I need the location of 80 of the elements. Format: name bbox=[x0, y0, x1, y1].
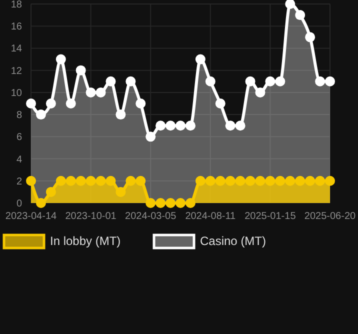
point bbox=[245, 176, 256, 186]
x-tick-label: 2024-03-05 bbox=[125, 211, 177, 222]
x-tick-label: 2023-10-01 bbox=[65, 211, 117, 222]
legend-label: In lobby (MT) bbox=[50, 234, 121, 248]
point bbox=[46, 98, 56, 108]
point bbox=[315, 76, 326, 86]
point bbox=[265, 176, 276, 186]
point bbox=[195, 54, 206, 64]
x-tick-label: 2024-08-11 bbox=[185, 211, 236, 222]
point bbox=[166, 198, 176, 208]
point bbox=[76, 65, 86, 76]
point bbox=[156, 120, 166, 131]
point bbox=[116, 110, 126, 120]
point bbox=[235, 176, 246, 186]
point bbox=[26, 176, 36, 186]
point bbox=[36, 198, 46, 208]
point bbox=[136, 176, 146, 186]
point bbox=[225, 120, 236, 131]
point bbox=[235, 120, 246, 131]
point bbox=[56, 176, 66, 186]
point bbox=[305, 176, 316, 186]
point bbox=[96, 87, 106, 98]
point bbox=[215, 176, 226, 186]
y-tick-label: 6 bbox=[16, 132, 22, 144]
y-tick-label: 10 bbox=[10, 88, 22, 99]
point bbox=[285, 0, 296, 9]
point bbox=[305, 32, 316, 42]
point bbox=[295, 10, 306, 20]
y-tick-label: 14 bbox=[10, 44, 22, 55]
point bbox=[116, 186, 126, 197]
point bbox=[325, 176, 335, 186]
point bbox=[156, 198, 166, 208]
point bbox=[325, 76, 335, 86]
point bbox=[225, 176, 236, 186]
point bbox=[56, 54, 66, 64]
point bbox=[146, 198, 156, 208]
point bbox=[106, 76, 116, 86]
point bbox=[185, 198, 196, 208]
point bbox=[265, 76, 276, 86]
x-tick-label: 2025-06-20 bbox=[304, 211, 356, 222]
point bbox=[86, 176, 96, 186]
point bbox=[315, 176, 326, 186]
legend-label: Casino (MT) bbox=[200, 234, 266, 248]
point bbox=[36, 110, 46, 120]
point bbox=[205, 76, 216, 86]
y-tick-label: 18 bbox=[10, 0, 22, 10]
point bbox=[215, 98, 226, 108]
point bbox=[46, 186, 56, 197]
point bbox=[255, 176, 266, 186]
y-tick-label: 12 bbox=[10, 66, 22, 77]
point bbox=[146, 132, 156, 142]
point bbox=[275, 76, 286, 86]
point bbox=[255, 87, 266, 98]
point bbox=[106, 176, 116, 186]
point bbox=[295, 176, 306, 186]
point bbox=[176, 120, 186, 131]
point bbox=[245, 76, 256, 86]
point bbox=[185, 120, 196, 131]
x-tick-label: 2025-01-15 bbox=[244, 211, 296, 222]
point bbox=[66, 98, 76, 108]
point bbox=[86, 87, 96, 98]
y-tick-label: 8 bbox=[16, 110, 22, 122]
point bbox=[126, 176, 136, 186]
point bbox=[275, 176, 286, 186]
point bbox=[96, 176, 106, 186]
point bbox=[285, 176, 296, 186]
point bbox=[126, 76, 136, 86]
y-tick-label: 0 bbox=[16, 198, 22, 210]
y-tick-label: 4 bbox=[16, 154, 22, 166]
x-tick-label: 2023-04-14 bbox=[5, 211, 58, 222]
y-tick-label: 16 bbox=[10, 22, 22, 33]
point bbox=[26, 98, 36, 108]
point bbox=[176, 198, 186, 208]
point bbox=[66, 176, 76, 186]
point bbox=[205, 176, 216, 186]
point bbox=[76, 176, 86, 186]
point bbox=[166, 120, 176, 131]
y-tick-label: 2 bbox=[16, 176, 22, 188]
point bbox=[136, 98, 146, 108]
point bbox=[195, 176, 206, 186]
